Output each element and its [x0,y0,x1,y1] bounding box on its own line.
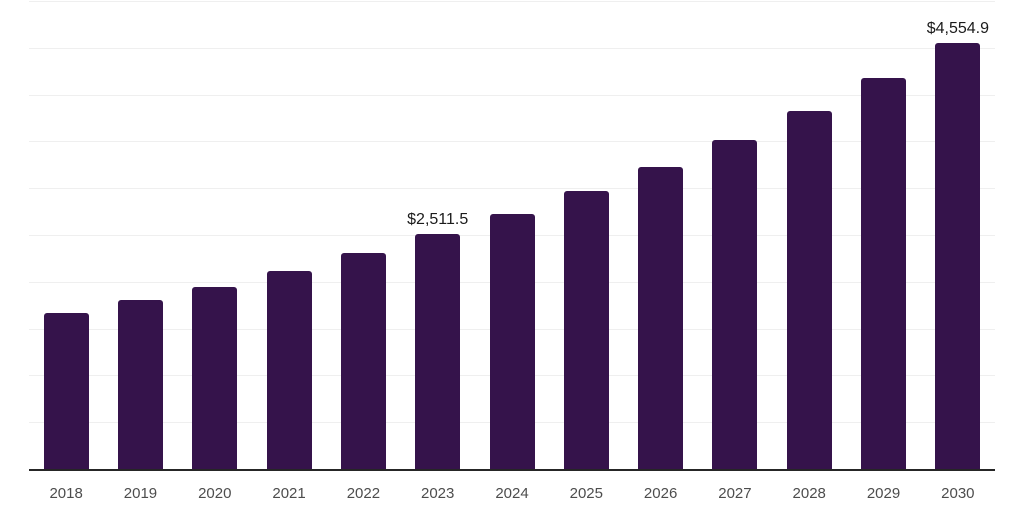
bar-2020 [192,287,238,469]
bar-2028 [786,110,832,469]
bar-2021 [266,270,312,469]
x-tick-2018: 2018 [49,485,83,502]
bar-2018 [43,312,89,469]
x-axis-labels: 2018 2019 2020 2021 2022 2023 2024 2025 2026 2027… [29,486,995,504]
bar-2029 [861,77,907,469]
bar-2022 [340,252,386,469]
x-tick-2029: 2029 [866,485,901,502]
x-tick-2028: 2028 [792,485,826,502]
bar-2024 [489,213,535,469]
bar-2025 [563,191,609,469]
x-tick-2019: 2019 [123,485,158,502]
x-tick-2030: 2030 [941,485,975,502]
gridline [29,188,995,190]
x-tick-2021: 2021 [272,485,306,502]
gridline [29,94,995,96]
gridline [29,47,995,49]
bar-2027 [712,139,758,469]
x-tick-2020: 2020 [198,485,232,502]
x-tick-2025: 2025 [569,485,603,502]
x-tick-2026: 2026 [643,485,678,502]
gridline [29,141,995,143]
x-tick-2027: 2027 [718,485,752,502]
bar-2023 [415,233,461,469]
x-tick-2022: 2022 [346,485,381,502]
x-tick-2024: 2024 [495,485,529,502]
bar-2019 [117,299,163,469]
gridline [29,1,995,2]
bar-2026 [638,167,684,469]
bar-2030 [935,42,981,469]
data-label-2023: $2,511.5 [407,210,469,228]
x-tick-2023: 2023 [421,485,455,502]
data-label-2030: $4,554.9 [926,19,989,37]
plot-area: $2,511.5 $4,554.9 [29,1,995,471]
